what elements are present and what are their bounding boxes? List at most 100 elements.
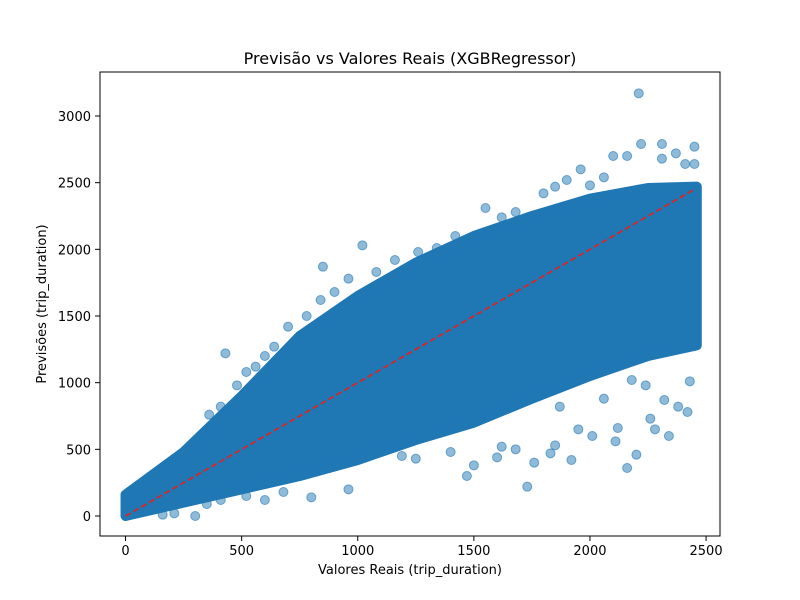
scatter-point [673, 401, 684, 412]
scatter-point [410, 453, 421, 464]
y-axis-ticks: 0 500 1000 1500 2000 2500 3000 [58, 110, 100, 525]
scatter-point [608, 151, 619, 161]
scatter-point [413, 247, 424, 257]
scatter-point [166, 467, 177, 477]
scatter-point [278, 487, 289, 497]
y-tick-label: 2500 [58, 177, 91, 192]
scatter-point [670, 148, 681, 159]
scatter-point [315, 295, 326, 305]
scatter-point [201, 499, 212, 509]
chart-title: Previsão vs Valores Reais (XGBRegressor) [244, 49, 577, 68]
scatter-point [663, 431, 674, 441]
scatter-point [215, 401, 226, 412]
y-tick-label: 1000 [58, 377, 91, 392]
scatter-point [480, 203, 491, 213]
scatter-point [682, 407, 693, 417]
scatter-point [610, 436, 621, 447]
scatter-point [550, 181, 561, 192]
x-tick-label: 1500 [457, 544, 490, 559]
scatter-point [622, 463, 633, 473]
scatter-point [689, 141, 700, 152]
scatter-point [445, 447, 456, 457]
scatter-point [529, 457, 540, 468]
scatter-point [656, 153, 667, 164]
x-axis-label: Valores Reais (trip_duration) [318, 563, 502, 578]
scatter-point [522, 481, 533, 492]
scatter-point [329, 287, 340, 297]
scatter-point [185, 445, 196, 456]
x-axis-ticks: 0 500 1000 1500 2000 2500 [121, 536, 723, 559]
scatter-point [431, 243, 442, 253]
x-tick-label: 2000 [573, 544, 606, 559]
scatter-point [269, 341, 280, 352]
x-tick-label: 500 [229, 544, 254, 559]
scatter-point [510, 444, 521, 455]
scatter-point [157, 509, 168, 520]
scatter-point [461, 471, 472, 481]
scatter-point [545, 448, 556, 459]
scatter-point [301, 311, 312, 321]
y-tick-label: 3000 [58, 110, 91, 125]
scatter-point [241, 367, 252, 377]
scatter-point [250, 361, 261, 372]
y-tick-label: 0 [83, 510, 91, 525]
scatter-point [656, 139, 667, 149]
scatter-point [199, 428, 210, 439]
scatter-point [496, 212, 507, 223]
scatter-point [357, 240, 368, 251]
scatter-point [389, 255, 400, 265]
scatter-point [550, 440, 561, 451]
scatter-point [554, 401, 565, 412]
y-axis-label: Previsões (trip_duration) [35, 224, 50, 383]
x-tick-label: 1000 [341, 544, 374, 559]
scatter-point [343, 273, 354, 284]
scatter-point [631, 449, 642, 460]
scatter-point [143, 491, 154, 501]
scatter-point [659, 395, 670, 405]
scatter-point [283, 321, 294, 332]
scatter-point [169, 508, 180, 519]
scatter-point [343, 484, 354, 495]
scatter-point [584, 180, 595, 191]
scatter-point [259, 495, 270, 505]
scatter-point [371, 267, 382, 277]
scatter-point [496, 441, 507, 452]
y-tick-label: 500 [66, 443, 91, 458]
scatter-point [612, 423, 623, 433]
x-tick-label: 2500 [690, 544, 723, 559]
scatter-point [171, 459, 182, 469]
scatter-point [215, 495, 226, 505]
scatter-point [575, 164, 586, 175]
scatter-point [190, 511, 201, 521]
scatter-point [538, 188, 549, 199]
scatter-point [450, 231, 461, 241]
scatter-point [598, 172, 609, 183]
scatter-point [649, 424, 660, 435]
y-tick-label: 2000 [58, 243, 91, 258]
scatter-point [259, 351, 270, 361]
scatter-point [204, 409, 215, 420]
x-tick-label: 0 [121, 544, 129, 559]
scatter-point [492, 452, 503, 463]
scatter-point [573, 424, 584, 435]
scatter-point [622, 151, 633, 161]
scatter-point [510, 207, 521, 217]
scatter-point [636, 139, 647, 149]
scatter-point [317, 261, 328, 272]
scatter-point [232, 380, 243, 391]
plot-frame [99, 71, 721, 537]
scatter-point [640, 380, 651, 391]
scatter-point [396, 451, 407, 461]
scatter-points [143, 88, 700, 521]
scatter-point [561, 175, 572, 185]
scatter-point [241, 491, 252, 501]
scatter-point [626, 375, 637, 385]
scatter-point [645, 413, 656, 424]
y-tick-label: 1500 [58, 310, 91, 325]
scatter-point [680, 159, 691, 169]
scatter-point [689, 159, 700, 169]
scatter-point [587, 431, 598, 441]
scatter-point [598, 393, 609, 404]
